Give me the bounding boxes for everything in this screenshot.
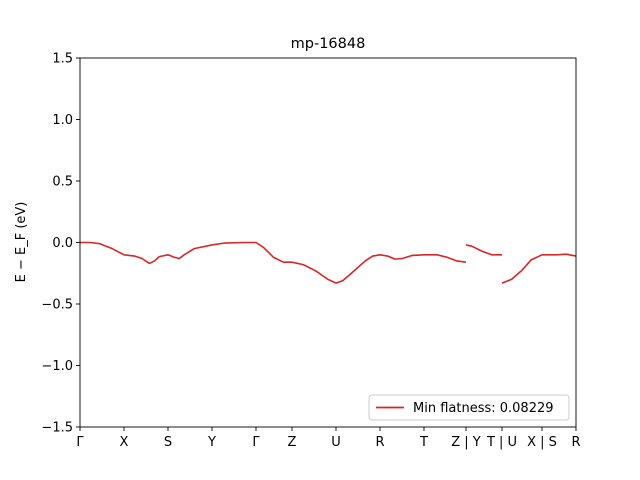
- y-tick-label: 0.5: [52, 175, 73, 190]
- x-tick-label: X | S: [527, 435, 557, 450]
- y-tick-label: 1.5: [52, 52, 73, 67]
- y-tick-label: −1.0: [41, 359, 73, 374]
- x-tick-label: U: [331, 435, 341, 450]
- band-segment: [501, 253, 577, 284]
- y-tick-label: −1.5: [41, 421, 73, 436]
- x-tick-label: Γ: [252, 435, 260, 450]
- y-tick-label: 0.0: [52, 236, 73, 251]
- plot-area: [80, 241, 577, 284]
- plot-frame: [79, 57, 577, 428]
- chart-title: mp-16848: [291, 36, 366, 52]
- x-tick-label: Z: [288, 435, 297, 450]
- band-segment: [465, 244, 502, 256]
- x-tick-label: T | U: [486, 435, 517, 450]
- band-segment: [80, 241, 467, 284]
- legend-box: [368, 394, 570, 421]
- y-tick-label: 1.0: [52, 113, 73, 128]
- x-tick-label: Y: [207, 435, 216, 450]
- x-tick-label: X: [120, 435, 129, 450]
- y-axis-label: E − E_F (eV): [14, 202, 29, 283]
- y-tick-label: −0.5: [41, 298, 73, 313]
- x-axis: Γ X S Y Γ Z U R T Z | Y T | U X | S R: [76, 427, 581, 450]
- x-tick-label: Z | Y: [451, 435, 481, 450]
- y-axis: −1.5 −1.0 −0.5 0.0 0.5 1.0 1.5: [41, 52, 80, 436]
- legend-label: Min flatness: 0.08229: [413, 401, 554, 416]
- legend: Min flatness: 0.08229: [368, 394, 570, 421]
- x-tick-label: Γ: [76, 435, 84, 450]
- x-tick-label: T: [419, 435, 428, 450]
- series-line: [80, 241, 577, 284]
- x-tick-label: R: [571, 435, 580, 450]
- x-tick-label: R: [375, 435, 384, 450]
- x-tick-label: S: [164, 435, 172, 450]
